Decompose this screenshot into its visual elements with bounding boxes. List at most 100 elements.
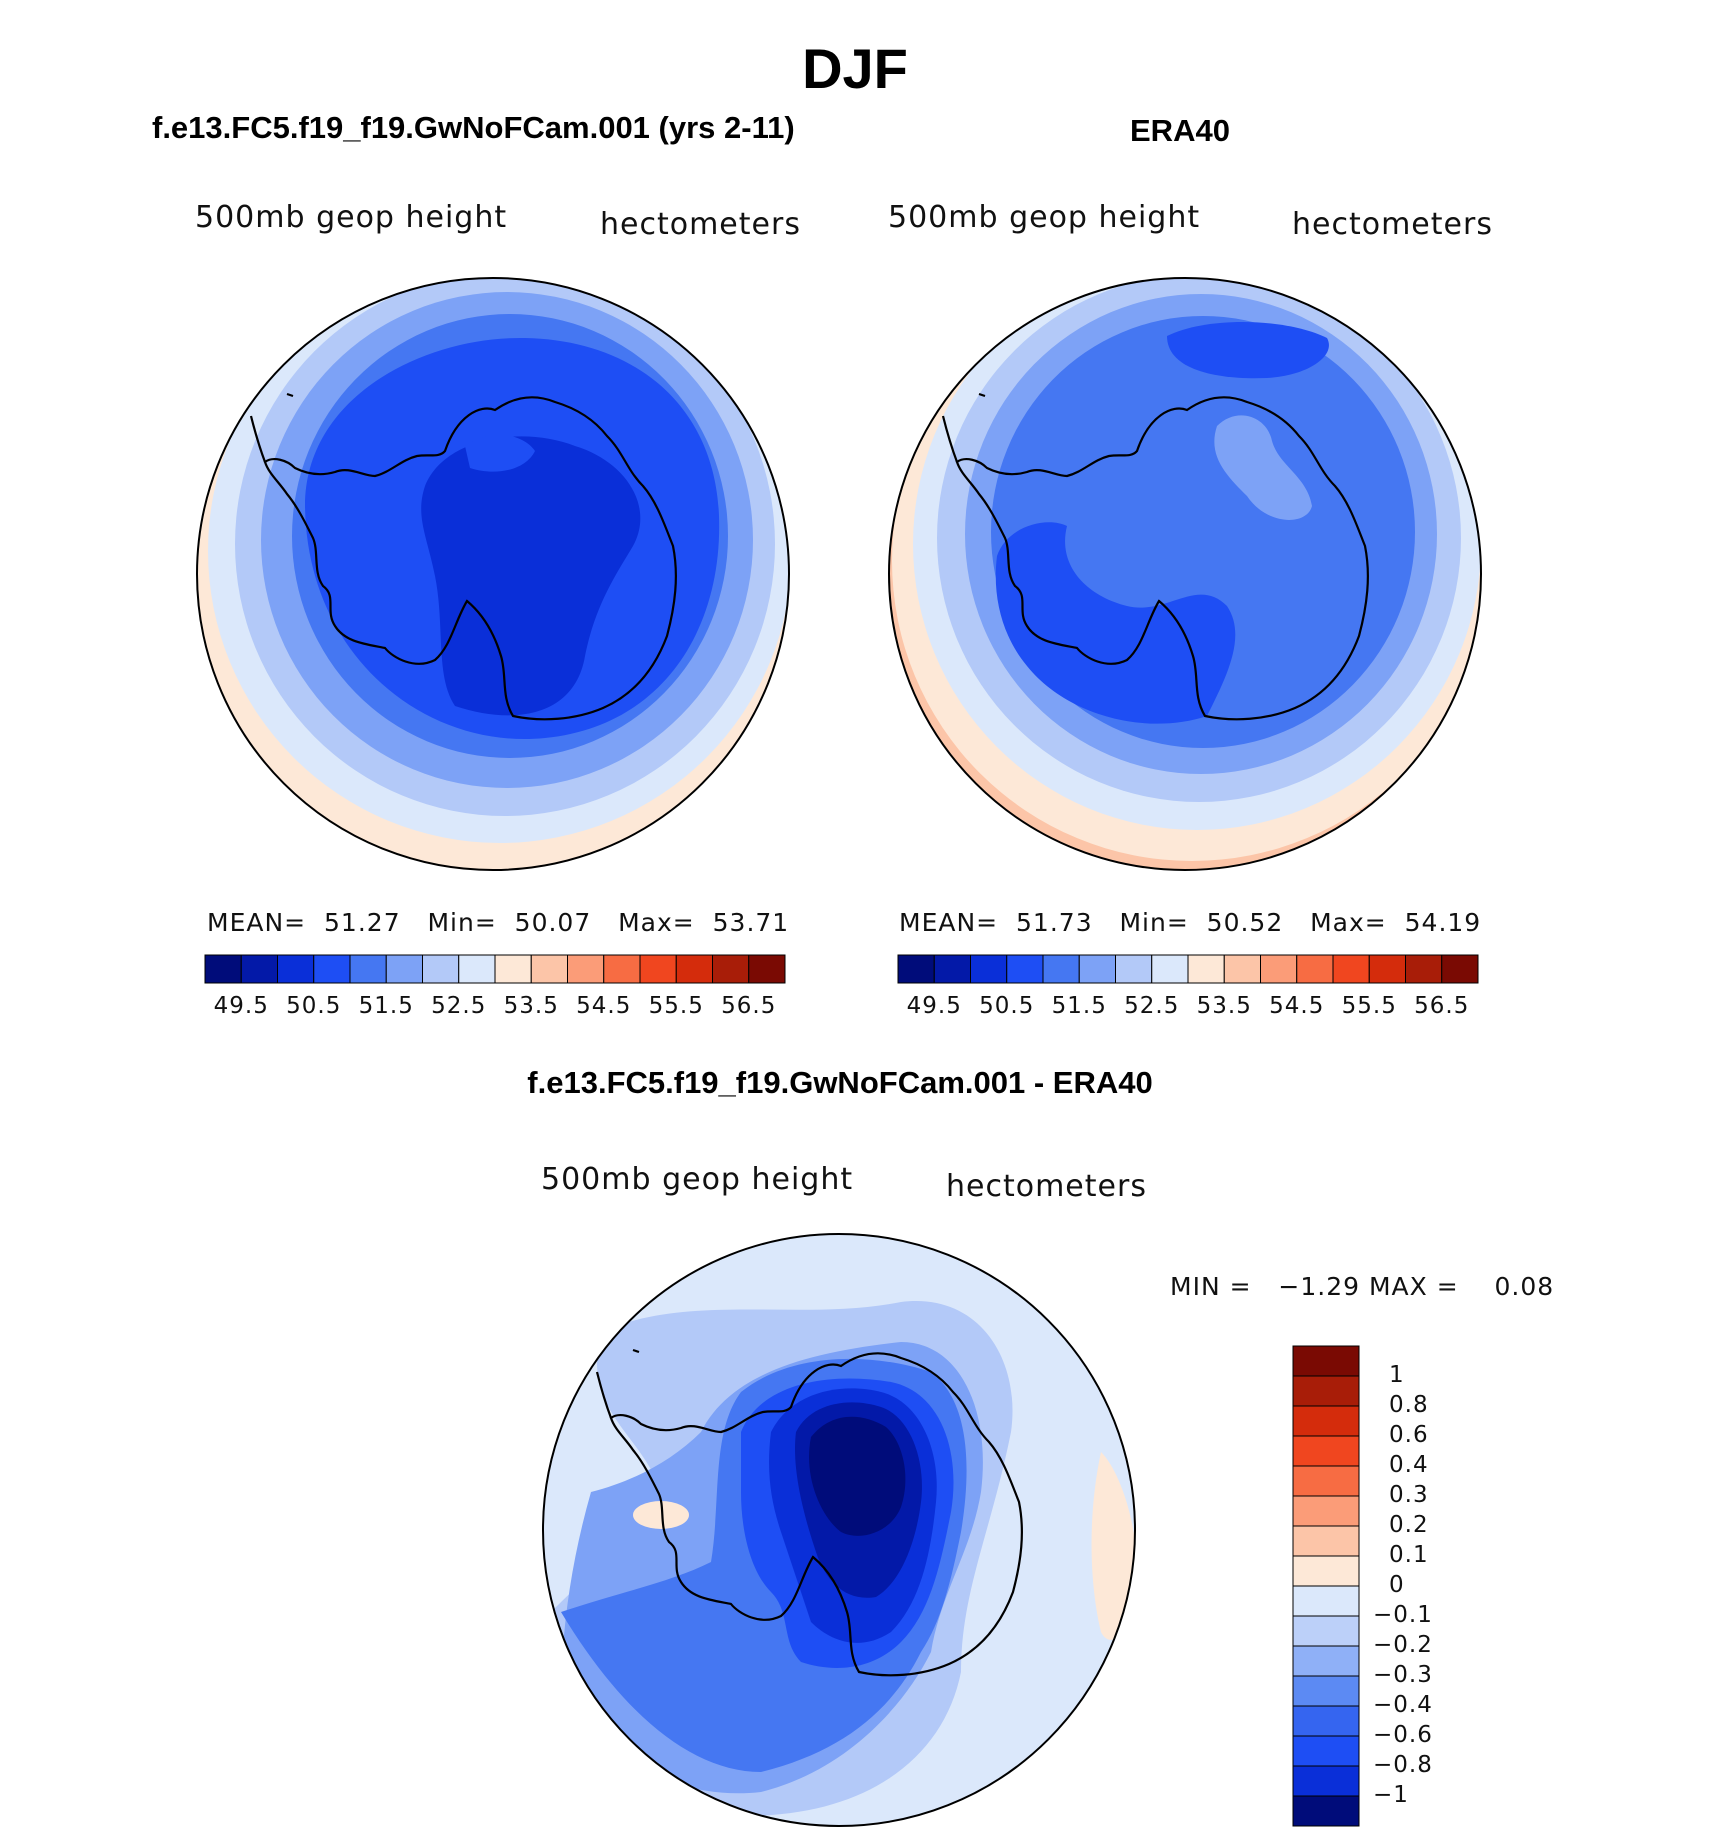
min-label: Min= <box>427 908 497 937</box>
colorbar-swatch <box>1292 1765 1360 1797</box>
colorbar-swatch <box>1292 1495 1360 1527</box>
colorbar-tick-label: −0.6 <box>1373 1722 1433 1748</box>
colorbar-tick-label: 55.5 <box>648 993 704 1019</box>
colorbar-tick-label: 53.5 <box>503 993 559 1019</box>
colorbar-tick-label: −0.1 <box>1373 1602 1433 1628</box>
panel-title-difference: f.e13.FC5.f19_f19.GwNoFCam.001 - ERA40 <box>527 1065 1153 1100</box>
colorbar-swatch <box>1292 1585 1360 1617</box>
colorbar-swatch <box>1292 1435 1360 1467</box>
colorbar-swatch <box>1368 954 1406 984</box>
max-label: Max= <box>1310 908 1387 937</box>
colorbar-tick-label: 54.5 <box>1269 993 1325 1019</box>
variable-label-model: 500mb geop height <box>195 200 508 235</box>
colorbar-swatch <box>603 954 641 984</box>
colorbar-ticks-difference: 1 0.8 0.6 0.4 0.3 0.2 0.1 0 −0.1 −0.2 −0.3 −0.4 −0.6… <box>1373 1346 1453 1826</box>
colorbar-swatch <box>1292 1645 1360 1677</box>
colorbar-tick-label: −0.2 <box>1373 1632 1433 1658</box>
colorbar-swatch <box>1187 954 1225 984</box>
colorbar-swatch <box>1292 1705 1360 1737</box>
mean-label: MEAN= <box>207 908 307 937</box>
mean-value: 51.27 <box>324 908 401 937</box>
colorbar-tick-label: 51.5 <box>358 993 414 1019</box>
colorbar-swatch <box>1292 1795 1360 1827</box>
colorbar-swatch <box>1405 954 1443 984</box>
colorbar-tick-label: −0.3 <box>1373 1662 1433 1688</box>
panel-title-obs: ERA40 <box>1130 113 1230 148</box>
min-value: 50.52 <box>1206 908 1284 937</box>
polar-map-difference <box>542 1233 1136 1827</box>
colorbar-swatch <box>933 954 971 984</box>
colorbar-swatch <box>970 954 1008 984</box>
colorbar-ticks-model: 49.5 50.5 51.5 52.5 53.5 54.5 55.5 56.5 <box>205 993 785 1023</box>
colorbar-tick-label: 0.4 <box>1389 1452 1429 1478</box>
contour-band-50.2 <box>465 434 535 472</box>
contour-band-51.0-north <box>1167 321 1329 379</box>
colorbar-swatch <box>1292 1525 1360 1557</box>
antarctica-coastline <box>609 1352 1023 1677</box>
map-boundary <box>196 277 790 871</box>
max-label: Max= <box>618 908 695 937</box>
max-value: 54.19 <box>1404 908 1482 937</box>
colorbar-tick-label: −1 <box>1373 1782 1409 1808</box>
min-label: MIN = <box>1170 1272 1252 1301</box>
mean-value: 51.73 <box>1016 908 1093 937</box>
colorbar-swatch <box>1292 1555 1360 1587</box>
colorbar-tick-label: 55.5 <box>1341 993 1397 1019</box>
colorbar-tick-label: 56.5 <box>1414 993 1470 1019</box>
map-boundary <box>542 1233 1136 1827</box>
colorbar-swatch <box>1292 1735 1360 1767</box>
min-value: −1.29 <box>1278 1272 1361 1301</box>
colorbar-tick-label: 49.5 <box>906 993 962 1019</box>
variable-label-obs: 500mb geop height <box>888 200 1201 235</box>
colorbar-swatch <box>1292 1675 1360 1707</box>
colorbar-tick-label: 53.5 <box>1196 993 1252 1019</box>
stats-model: MEAN= 51.27 Min= 50.07 Max= 53.71 <box>207 908 789 937</box>
min-label: Min= <box>1119 908 1189 937</box>
colorbar-swatch <box>1151 954 1189 984</box>
colorbar-swatch <box>1042 954 1080 984</box>
colorbar-swatch <box>1292 1465 1360 1497</box>
colorbar-tick-label: 52.5 <box>431 993 487 1019</box>
colorbar-difference <box>1292 1345 1360 1827</box>
colorbar-tick-label: −0.4 <box>1373 1692 1433 1718</box>
contour-band-51.0 <box>995 522 1236 724</box>
min-value: 50.07 <box>514 908 592 937</box>
colorbar-swatch <box>1292 1615 1360 1647</box>
colorbar-obs <box>897 954 1479 984</box>
colorbar-swatch <box>639 954 677 984</box>
colorbar-swatch <box>1292 1345 1360 1377</box>
units-label-obs: hectometers <box>1292 207 1493 242</box>
diff-band-pos-east <box>1091 1452 1135 1640</box>
colorbar-swatch <box>494 954 532 984</box>
colorbar-tick-label: 0.8 <box>1389 1392 1429 1418</box>
stats-obs: MEAN= 51.73 Min= 50.52 Max= 54.19 <box>899 908 1481 937</box>
contour-band-51.8 <box>1214 415 1312 520</box>
colorbar-swatch <box>712 954 750 984</box>
panel-title-model: f.e13.FC5.f19_f19.GwNoFCam.001 (yrs 2-11… <box>152 110 795 145</box>
colorbar-swatch <box>897 954 935 984</box>
colorbar-swatch <box>313 954 351 984</box>
colorbar-swatch <box>1296 954 1334 984</box>
colorbar-swatch <box>349 954 387 984</box>
colorbar-tick-label: 0.3 <box>1389 1482 1429 1508</box>
colorbar-swatch <box>567 954 605 984</box>
max-value: 0.08 <box>1494 1272 1555 1301</box>
colorbar-tick-label: 0.6 <box>1389 1422 1429 1448</box>
max-label: MAX = <box>1368 1272 1459 1301</box>
antarctica-coastline <box>955 396 1369 721</box>
diff-band-neg1 <box>809 1416 906 1536</box>
colorbar-swatch <box>204 954 242 984</box>
map-boundary <box>888 277 1482 871</box>
colorbar-tick-label: −0.8 <box>1373 1752 1433 1778</box>
antarctica-coastline <box>263 396 677 721</box>
polar-map-model <box>196 277 790 871</box>
colorbar-tick-label: 0.2 <box>1389 1512 1429 1538</box>
colorbar-swatch <box>277 954 315 984</box>
max-value: 53.71 <box>712 908 790 937</box>
colorbar-swatch <box>1223 954 1261 984</box>
colorbar-tick-label: 0 <box>1389 1572 1405 1598</box>
colorbar-tick-label: 50.5 <box>286 993 342 1019</box>
diff-band-pos-west <box>633 1501 689 1529</box>
colorbar-swatch <box>1332 954 1370 984</box>
colorbar-swatch <box>385 954 423 984</box>
